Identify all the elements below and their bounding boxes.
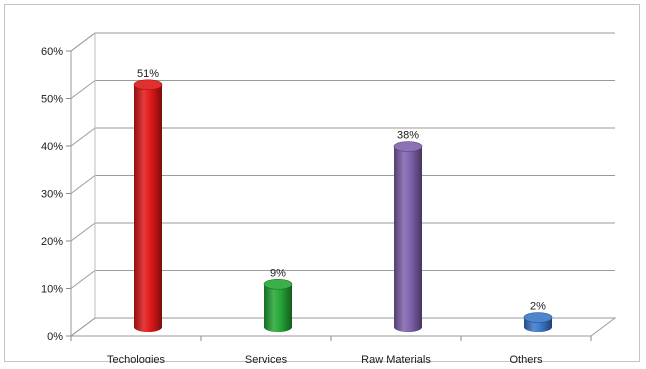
- chart-floor: [69, 317, 617, 337]
- gridline-side: [70, 175, 96, 194]
- bar-raw-materials: 38%: [393, 130, 423, 332]
- bar-techologies: 51%: [133, 68, 163, 332]
- gridline-side: [70, 127, 96, 147]
- y-tick-label: 50%: [41, 94, 63, 106]
- x-tick-label: Services: [245, 354, 288, 363]
- bar-top: [263, 278, 293, 290]
- bars: 51% 9% 38% 2%: [133, 68, 553, 332]
- bar-others: 2%: [523, 301, 553, 332]
- chart-walls: [69, 32, 617, 341]
- y-axis-ticks: 0% 10% 20% 30% 40% 50% 60%: [41, 46, 63, 343]
- gridline-side: [70, 270, 96, 289]
- data-label: 38%: [397, 130, 419, 142]
- bar-top: [523, 312, 553, 323]
- gridline-side: [70, 222, 96, 242]
- x-tick-label: Techologies: [107, 354, 166, 363]
- data-label: 9%: [270, 267, 286, 279]
- bar-body: [394, 146, 422, 332]
- data-label: 51%: [137, 68, 159, 80]
- bar-top: [133, 79, 163, 91]
- bar-services: 9%: [263, 267, 293, 332]
- y-tick-label: 0%: [47, 331, 63, 343]
- x-tick-label: Raw Materials: [361, 354, 431, 363]
- bar-body: [264, 284, 292, 332]
- bar-body: [134, 84, 162, 332]
- x-axis-labels: Techologies Services Raw Materials Others: [107, 354, 543, 363]
- chart-frame: 0% 10% 20% 30% 40% 50% 60% 51% 9% 38% 2% Techolog…: [4, 4, 640, 363]
- y-tick-label: 60%: [41, 46, 63, 58]
- y-tick-label: 10%: [41, 284, 63, 296]
- data-label: 2%: [530, 301, 546, 313]
- y-tick-label: 20%: [41, 236, 63, 248]
- x-tick-label: Others: [509, 354, 543, 363]
- bar-top: [393, 141, 423, 152]
- y-tick-label: 40%: [41, 141, 63, 153]
- bar-chart: 0% 10% 20% 30% 40% 50% 60% 51% 9% 38% 2% Techolog…: [41, 32, 617, 363]
- side-wall-top: [70, 32, 96, 52]
- y-tick-label: 30%: [41, 189, 63, 201]
- gridline-side: [70, 80, 96, 99]
